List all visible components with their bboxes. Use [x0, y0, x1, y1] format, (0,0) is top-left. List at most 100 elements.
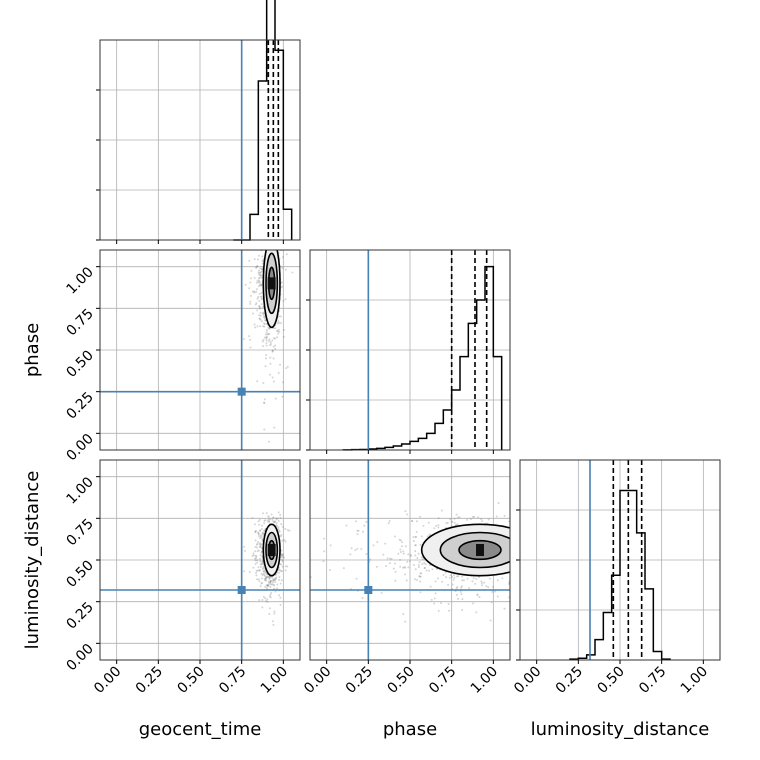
sample-point — [428, 533, 431, 536]
sample-point — [407, 553, 410, 556]
sample-point — [511, 569, 513, 571]
sample-point — [273, 240, 275, 242]
sample-point — [274, 397, 277, 400]
sample-point — [273, 579, 276, 582]
sample-point — [426, 535, 429, 538]
sample-point — [266, 583, 269, 586]
sample-point — [511, 540, 513, 542]
sample-point — [264, 597, 267, 600]
sample-point — [257, 271, 260, 274]
sample-point — [404, 545, 407, 548]
sample-point — [256, 258, 259, 261]
sample-point — [264, 577, 267, 580]
sample-point — [275, 522, 278, 525]
sample-point — [261, 340, 264, 343]
sample-point — [248, 335, 251, 338]
sample-point — [265, 339, 268, 342]
sample-point — [399, 550, 402, 553]
sample-point — [265, 576, 268, 579]
sample-point — [537, 588, 539, 590]
sample-point — [412, 540, 415, 543]
sample-point — [455, 587, 458, 590]
sample-point — [263, 246, 265, 248]
sample-point — [349, 553, 352, 556]
sample-point — [265, 247, 267, 249]
sample-point — [418, 575, 421, 578]
sample-point — [402, 566, 405, 569]
sample-point — [280, 281, 283, 284]
sample-point — [277, 319, 280, 322]
sample-point — [260, 550, 263, 553]
sample-point — [521, 532, 523, 534]
sample-point — [528, 537, 530, 539]
sample-point — [534, 542, 536, 544]
sample-point — [405, 579, 408, 582]
sample-point — [261, 532, 264, 535]
sample-point — [404, 620, 407, 623]
sample-point — [270, 343, 273, 346]
sample-point — [307, 546, 309, 548]
sample-point — [249, 281, 252, 284]
sample-point — [476, 593, 479, 596]
sample-point — [262, 338, 265, 341]
sample-point — [512, 584, 514, 586]
sample-point — [389, 557, 392, 560]
sample-point — [445, 522, 448, 525]
sample-point — [273, 521, 276, 524]
sample-point — [263, 529, 266, 532]
sample-point — [260, 276, 263, 279]
sample-point — [254, 557, 257, 560]
density-peak — [267, 277, 276, 290]
sample-point — [517, 549, 519, 551]
sample-point — [496, 579, 499, 582]
sample-point — [264, 333, 267, 336]
sample-point — [497, 501, 500, 504]
sample-point — [418, 561, 421, 564]
sample-point — [419, 572, 422, 575]
sample-point — [259, 311, 262, 314]
sample-point — [259, 325, 262, 328]
sample-point — [266, 520, 269, 523]
sample-point — [257, 532, 260, 535]
sample-point — [258, 305, 261, 308]
sample-point — [281, 285, 284, 288]
sample-point — [552, 549, 554, 551]
sample-point — [274, 580, 277, 583]
sample-point — [457, 597, 460, 600]
sample-point — [272, 583, 275, 586]
sample-point — [415, 535, 418, 538]
sample-point — [456, 523, 459, 526]
sample-point — [248, 287, 251, 290]
sample-point — [261, 573, 264, 576]
sample-point — [435, 524, 438, 527]
sample-point — [355, 577, 358, 580]
x-tick-label: 0.75 — [426, 664, 459, 697]
sample-point — [249, 346, 252, 349]
sample-point — [433, 597, 436, 600]
sample-point — [255, 266, 258, 269]
sample-point — [261, 606, 264, 609]
sample-point — [272, 578, 275, 581]
sample-point — [265, 336, 268, 339]
sample-point — [248, 259, 251, 262]
sample-point — [451, 575, 454, 578]
scatter-panel-phase-vs-geocent-time — [99, 240, 301, 451]
sample-point — [414, 554, 417, 557]
sample-point — [399, 565, 402, 568]
sample-point — [260, 270, 263, 273]
sample-point — [264, 365, 267, 368]
sample-point — [259, 566, 262, 569]
sample-point — [282, 299, 285, 302]
sample-point — [454, 523, 457, 526]
sample-point — [286, 529, 289, 532]
sample-point — [516, 533, 518, 535]
sample-point — [256, 542, 259, 545]
sample-point — [418, 575, 421, 578]
sample-point — [267, 340, 270, 343]
sample-point — [268, 612, 271, 615]
sample-point — [277, 519, 280, 522]
sample-point — [393, 535, 396, 538]
sample-point — [514, 549, 516, 551]
sample-point — [284, 569, 287, 572]
sample-point — [356, 529, 359, 532]
